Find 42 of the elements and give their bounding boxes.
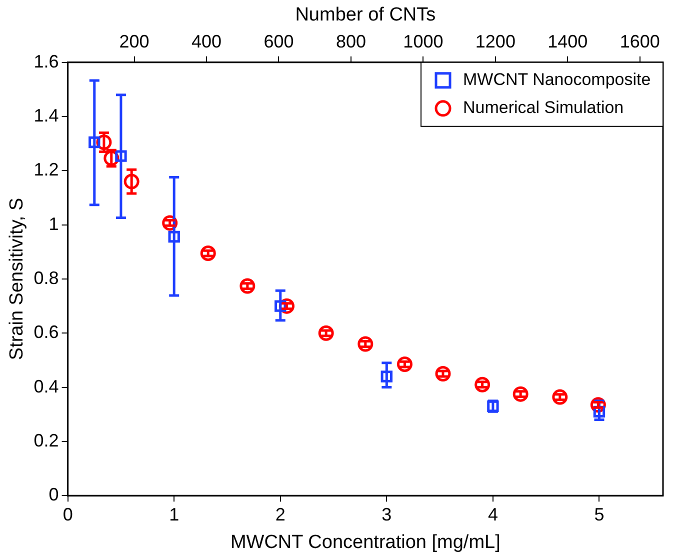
y-tick-label: 0.6 <box>34 322 59 342</box>
x2-tick-label: 400 <box>191 32 222 52</box>
point <box>474 376 490 392</box>
x2-tick-label: 1200 <box>475 32 516 52</box>
x2-tick-label: 1400 <box>548 32 588 52</box>
y-tick-label: 0.8 <box>34 268 59 288</box>
x2-tick-label: 1000 <box>403 32 444 52</box>
y-tick-label: 0 <box>48 484 59 505</box>
point <box>552 389 568 405</box>
x2-tick-label: 1600 <box>620 32 660 52</box>
x2-tick-label: 800 <box>336 32 366 52</box>
x-tick-label: 3 <box>382 504 392 524</box>
point <box>240 278 256 294</box>
x2-tick-label: 600 <box>264 32 294 52</box>
legend-label: MWCNT Nanocomposite <box>463 70 651 90</box>
x-tick-label: 1 <box>169 504 180 524</box>
point <box>124 174 140 190</box>
x-tick-label: 2 <box>275 504 286 524</box>
point <box>88 136 100 148</box>
y-tick-label: 0.2 <box>34 430 59 450</box>
x-tick-label: 0 <box>62 504 73 524</box>
point <box>512 386 528 402</box>
x-tick-label: 5 <box>594 504 604 524</box>
x-axis-title: MWCNT Concentration [mg/mL] <box>230 532 500 553</box>
point <box>318 325 334 341</box>
y-tick-label: 1.6 <box>34 51 59 72</box>
point <box>200 246 216 262</box>
point <box>115 150 127 162</box>
y-tick-label: 0.4 <box>34 376 59 396</box>
point <box>168 230 180 243</box>
point <box>435 366 451 382</box>
point <box>358 336 374 352</box>
x2-tick-label: 200 <box>119 32 150 52</box>
y-axis-title: Strain Sensitivity, S <box>6 198 28 360</box>
y-tick-label: 1.4 <box>34 106 59 126</box>
x2-axis-title: Number of CNTs <box>295 4 436 26</box>
legend-label: Numerical Simulation <box>463 98 624 118</box>
point <box>380 370 393 382</box>
y-tick-label: 1.2 <box>34 160 59 180</box>
point <box>396 356 412 372</box>
y-tick-label: 1 <box>48 214 59 234</box>
x-tick-label: 4 <box>488 504 498 524</box>
